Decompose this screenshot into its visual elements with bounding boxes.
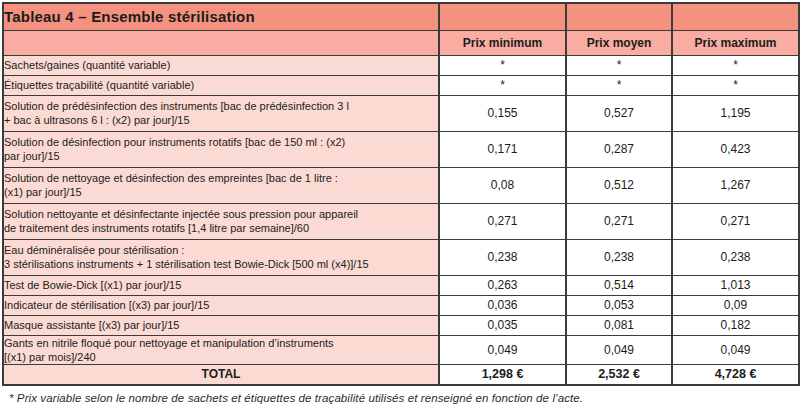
row-label: Indicateur de stérilisation [(x3) par jo… [3,295,439,315]
prix-maximum-cell: 0,049 [672,335,799,364]
title-spacer-cell [566,3,672,30]
prix-minimum-cell: 0,08 [439,167,566,203]
column-header-prix-maximum: Prix maximum [672,30,799,55]
prix-moyen-cell: * [566,55,672,75]
row-label: Solution de prédésinfection des instrume… [3,95,439,131]
row-label: Solution de désinfection pour instrument… [3,131,439,167]
total-prix-minimum: 1,298 € [439,364,566,385]
table-row: Solution nettoyante et désinfectante inj… [3,203,799,239]
prix-maximum-cell: 1,195 [672,95,799,131]
row-label: Gants en nitrile floqué pour nettoyage e… [3,335,439,364]
sterilization-table: Tableau 4 – Ensemble stérilisation Prix … [2,2,800,386]
prix-maximum-cell: * [672,75,799,95]
prix-maximum-cell: * [672,55,799,75]
table-row: Test de Bowie-Dick [(x1) par jour]/15 0,… [3,275,799,295]
prix-maximum-cell: 1,267 [672,167,799,203]
prix-maximum-cell: 0,271 [672,203,799,239]
prix-maximum-cell: 0,423 [672,131,799,167]
prix-minimum-cell: 0,238 [439,239,566,275]
prix-moyen-cell: * [566,75,672,95]
row-label: Test de Bowie-Dick [(x1) par jour]/15 [3,275,439,295]
table-row: Gants en nitrile floqué pour nettoyage e… [3,335,799,364]
table-row: Masque assistante [(x3) par jour]/15 0,0… [3,315,799,335]
prix-minimum-cell: 0,263 [439,275,566,295]
table-row: Solution de prédésinfection des instrume… [3,95,799,131]
row-label: Solution de nettoyage et désinfection de… [3,167,439,203]
prix-moyen-cell: 0,049 [566,335,672,364]
row-label: Masque assistante [(x3) par jour]/15 [3,315,439,335]
prix-maximum-cell: 0,182 [672,315,799,335]
prix-moyen-cell: 0,512 [566,167,672,203]
table-row: Sachets/gaines (quantité variable) * * * [3,55,799,75]
prix-moyen-cell: 0,527 [566,95,672,131]
prix-minimum-cell: 0,049 [439,335,566,364]
prix-moyen-cell: 0,238 [566,239,672,275]
prix-moyen-cell: 0,514 [566,275,672,295]
table-row: Étiquettes traçabilité (quantité variabl… [3,75,799,95]
row-label: Solution nettoyante et désinfectante inj… [3,203,439,239]
header-spacer-cell [3,30,439,55]
title-spacer-cell [672,3,799,30]
prix-maximum-cell: 1,013 [672,275,799,295]
prix-minimum-cell: 0,155 [439,95,566,131]
prix-moyen-cell: 0,081 [566,315,672,335]
prix-minimum-cell: * [439,75,566,95]
prix-minimum-cell: 0,271 [439,203,566,239]
column-header-prix-moyen: Prix moyen [566,30,672,55]
table-row: Solution de nettoyage et désinfection de… [3,167,799,203]
prix-minimum-cell: 0,171 [439,131,566,167]
total-label: TOTAL [3,364,439,385]
prix-moyen-cell: 0,271 [566,203,672,239]
table-title-row: Tableau 4 – Ensemble stérilisation [3,3,799,30]
prix-moyen-cell: 0,287 [566,131,672,167]
total-row: TOTAL 1,298 € 2,532 € 4,728 € [3,364,799,385]
page: Tableau 4 – Ensemble stérilisation Prix … [0,0,800,404]
row-label: Sachets/gaines (quantité variable) [3,55,439,75]
prix-minimum-cell: 0,036 [439,295,566,315]
prix-moyen-cell: 0,053 [566,295,672,315]
table-row: Solution de désinfection pour instrument… [3,131,799,167]
prix-maximum-cell: 0,238 [672,239,799,275]
footnote: * Prix variable selon le nombre de sache… [2,386,798,404]
column-header-row: Prix minimum Prix moyen Prix maximum [3,30,799,55]
prix-maximum-cell: 0,09 [672,295,799,315]
table-title: Tableau 4 – Ensemble stérilisation [3,3,439,30]
table-row: Indicateur de stérilisation [(x3) par jo… [3,295,799,315]
row-label: Étiquettes traçabilité (quantité variabl… [3,75,439,95]
table-row: Eau déminéralisée pour stérilisation : 3… [3,239,799,275]
prix-minimum-cell: 0,035 [439,315,566,335]
total-prix-moyen: 2,532 € [566,364,672,385]
prix-minimum-cell: * [439,55,566,75]
column-header-prix-minimum: Prix minimum [439,30,566,55]
title-spacer-cell [439,3,566,30]
total-prix-maximum: 4,728 € [672,364,799,385]
row-label: Eau déminéralisée pour stérilisation : 3… [3,239,439,275]
